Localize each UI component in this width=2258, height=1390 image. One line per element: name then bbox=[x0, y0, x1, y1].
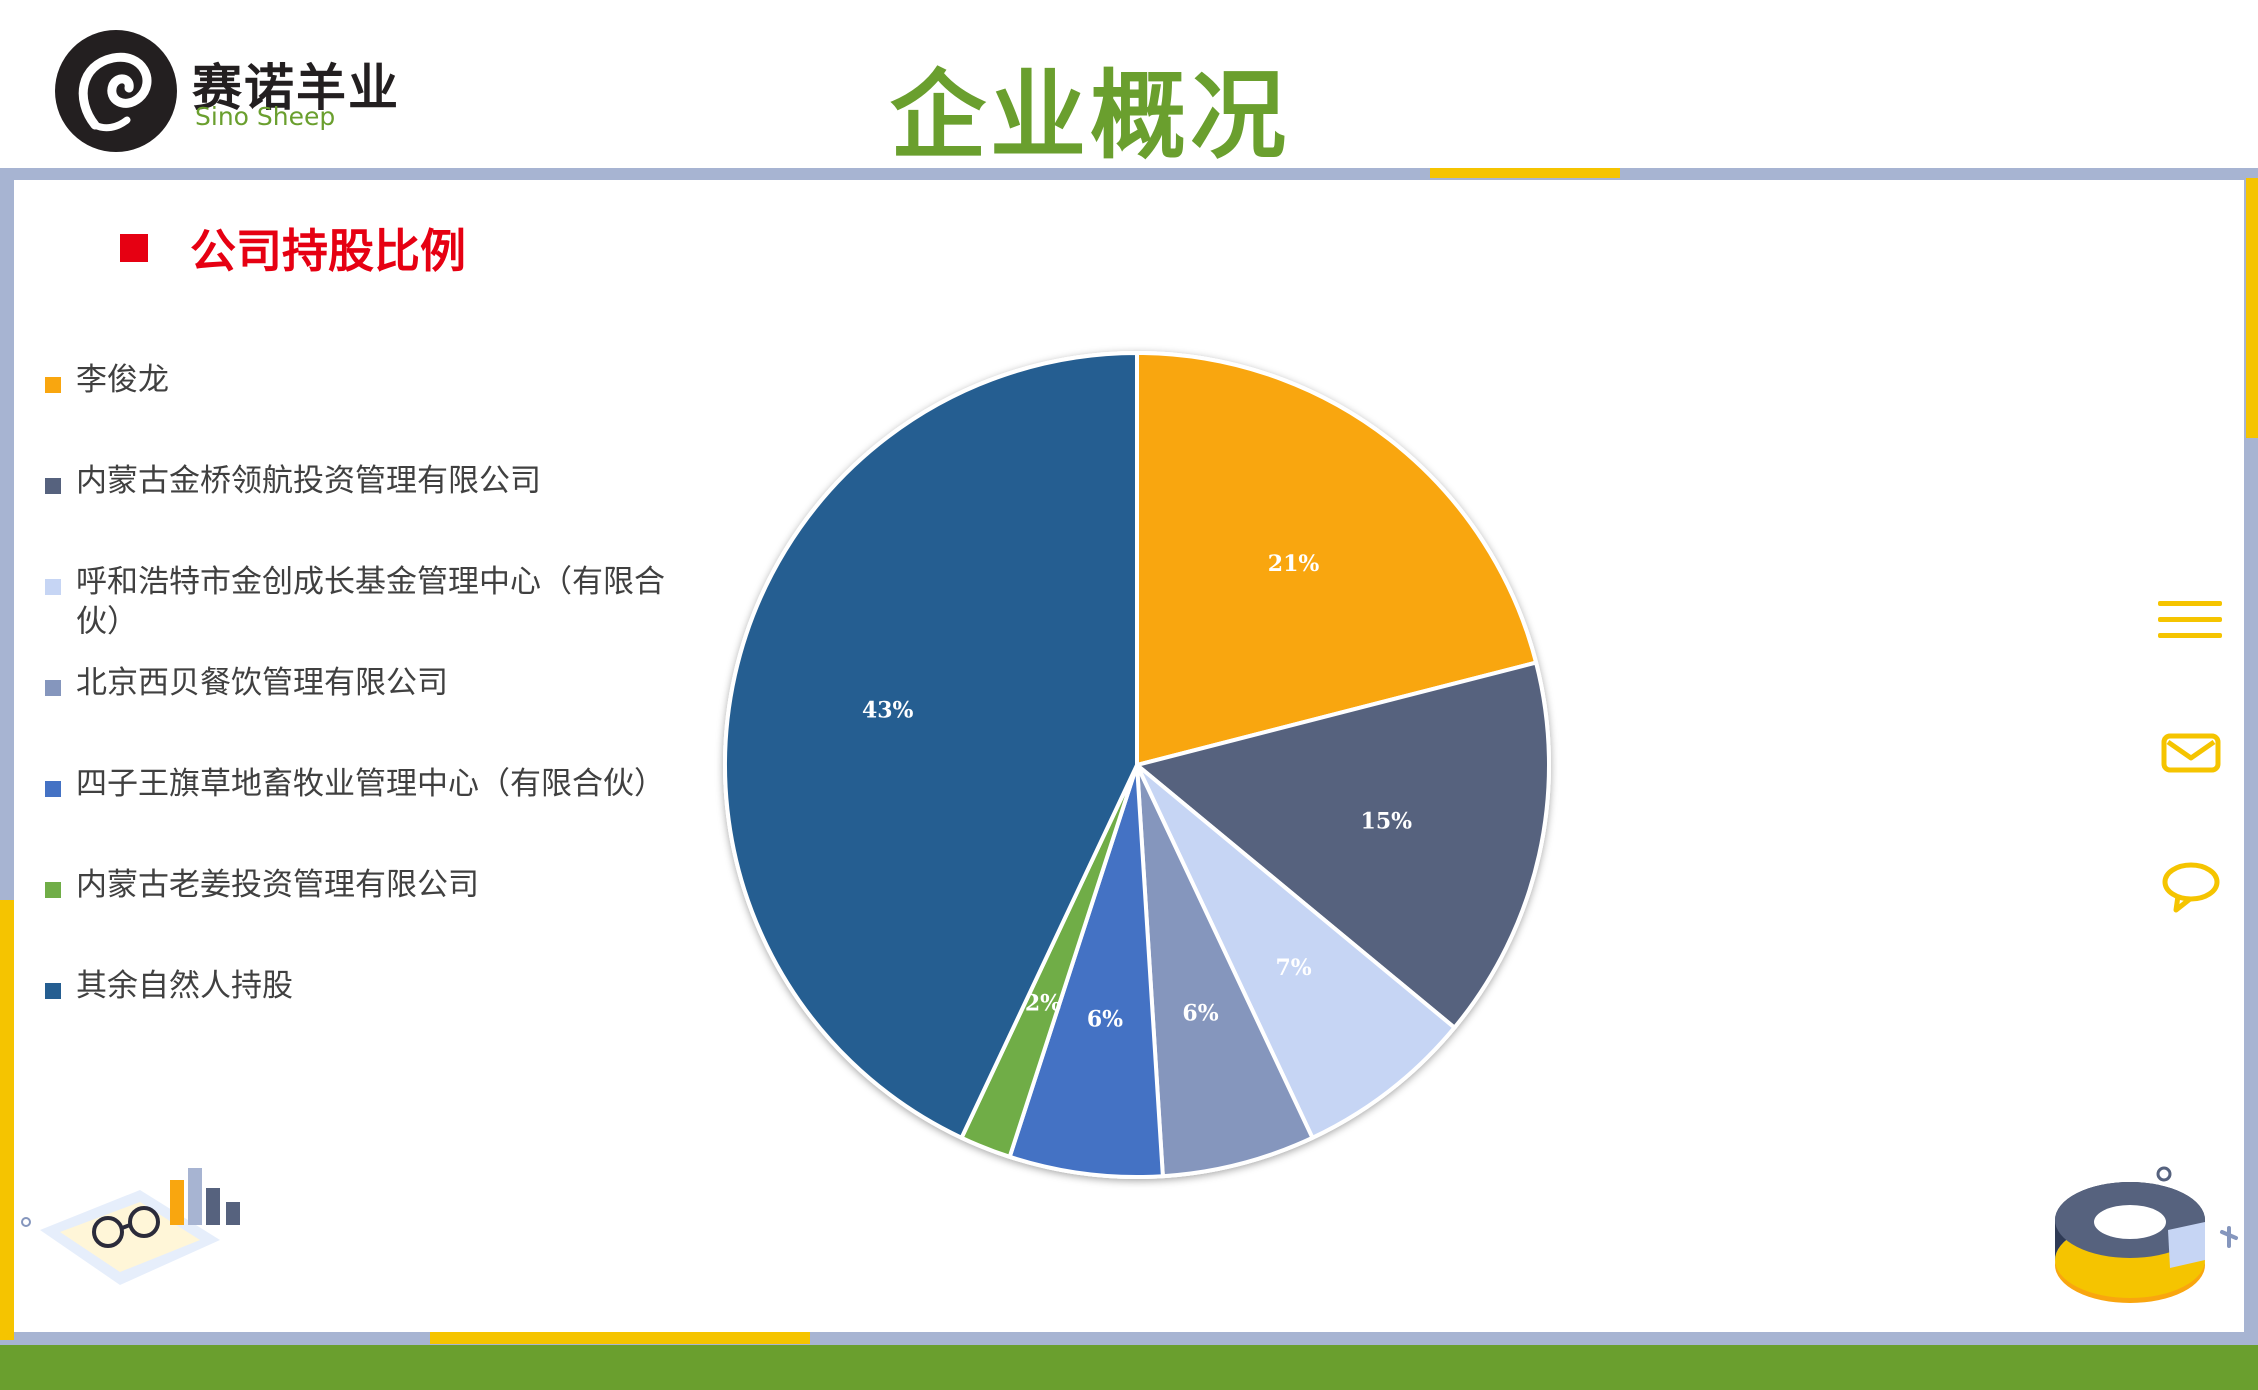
legend-label: 呼和浩特市金创成长基金管理中心（有限合伙） bbox=[76, 564, 665, 640]
pie-slice bbox=[723, 350, 1139, 1141]
frame-accent-left bbox=[0, 900, 14, 1340]
legend-label: 李俊龙 bbox=[76, 362, 169, 398]
section-heading: 公司持股比例 bbox=[120, 218, 466, 278]
bottom-bar bbox=[0, 1345, 2258, 1390]
legend-swatch bbox=[45, 579, 61, 595]
legend-label: 四子王旗草地畜牧业管理中心（有限合伙） bbox=[76, 766, 665, 802]
frame-accent-bottom bbox=[430, 1332, 810, 1344]
frame-accent-right bbox=[2246, 178, 2258, 438]
legend-item: 呼和浩特市金创成长基金管理中心（有限合伙） bbox=[45, 562, 705, 642]
sheep-horn-icon bbox=[55, 30, 177, 152]
page-title: 企业概况 bbox=[890, 60, 1290, 172]
section-bullet bbox=[120, 234, 148, 262]
pie-slice bbox=[1135, 764, 1316, 1179]
pie-data-label: 21% bbox=[1268, 551, 1320, 577]
legend-item: 其余自然人持股 bbox=[45, 966, 705, 1006]
legend-swatch bbox=[45, 781, 61, 797]
header: 赛诺羊业 Sino Sheep 企业概况 bbox=[0, 0, 2258, 172]
pie-data-label: 7% bbox=[1275, 955, 1311, 981]
legend-item: 内蒙古金桥领航投资管理有限公司 bbox=[45, 461, 705, 501]
legend-item: 四子王旗草地畜牧业管理中心（有限合伙） bbox=[45, 764, 705, 804]
frame-accent-top bbox=[1430, 168, 1620, 178]
legend-item: 内蒙古老姜投资管理有限公司 bbox=[45, 865, 705, 905]
documents-illustration-icon bbox=[21, 1168, 240, 1285]
mail-icon[interactable] bbox=[2160, 730, 2224, 780]
pie-data-label: 6% bbox=[1087, 1006, 1123, 1032]
legend-label: 内蒙古老姜投资管理有限公司 bbox=[76, 867, 479, 903]
section-title: 公司持股比例 bbox=[190, 224, 466, 278]
pie-slice bbox=[1007, 764, 1165, 1179]
chat-icon[interactable] bbox=[2160, 860, 2224, 916]
legend-swatch bbox=[45, 680, 61, 696]
pie-slice bbox=[1132, 660, 1551, 1031]
legend-swatch bbox=[45, 983, 61, 999]
pie-data-label: 6% bbox=[1182, 1000, 1218, 1026]
legend-item: 李俊龙 bbox=[45, 360, 705, 400]
donut-chart-illustration-icon bbox=[2055, 1166, 2238, 1303]
pie-slice bbox=[1135, 763, 1458, 1141]
menu-icon[interactable] bbox=[2150, 595, 2230, 645]
legend-swatch bbox=[45, 882, 61, 898]
pie-data-label: 43% bbox=[862, 697, 914, 723]
legend-label: 其余自然人持股 bbox=[76, 968, 293, 1004]
legend-label: 北京西贝餐饮管理有限公司 bbox=[76, 665, 448, 701]
company-logo[interactable]: 赛诺羊业 Sino Sheep bbox=[55, 30, 400, 160]
legend-swatch bbox=[45, 377, 61, 393]
logo-chinese-name: 赛诺羊业 bbox=[192, 59, 400, 117]
pie-slice bbox=[1135, 350, 1539, 768]
legend-label: 内蒙古金桥领航投资管理有限公司 bbox=[76, 463, 541, 499]
pie-data-label: 15% bbox=[1361, 809, 1413, 835]
logo-english-name: Sino Sheep bbox=[195, 102, 336, 131]
legend-item: 北京西贝餐饮管理有限公司 bbox=[45, 663, 705, 703]
legend-swatch bbox=[45, 478, 61, 494]
